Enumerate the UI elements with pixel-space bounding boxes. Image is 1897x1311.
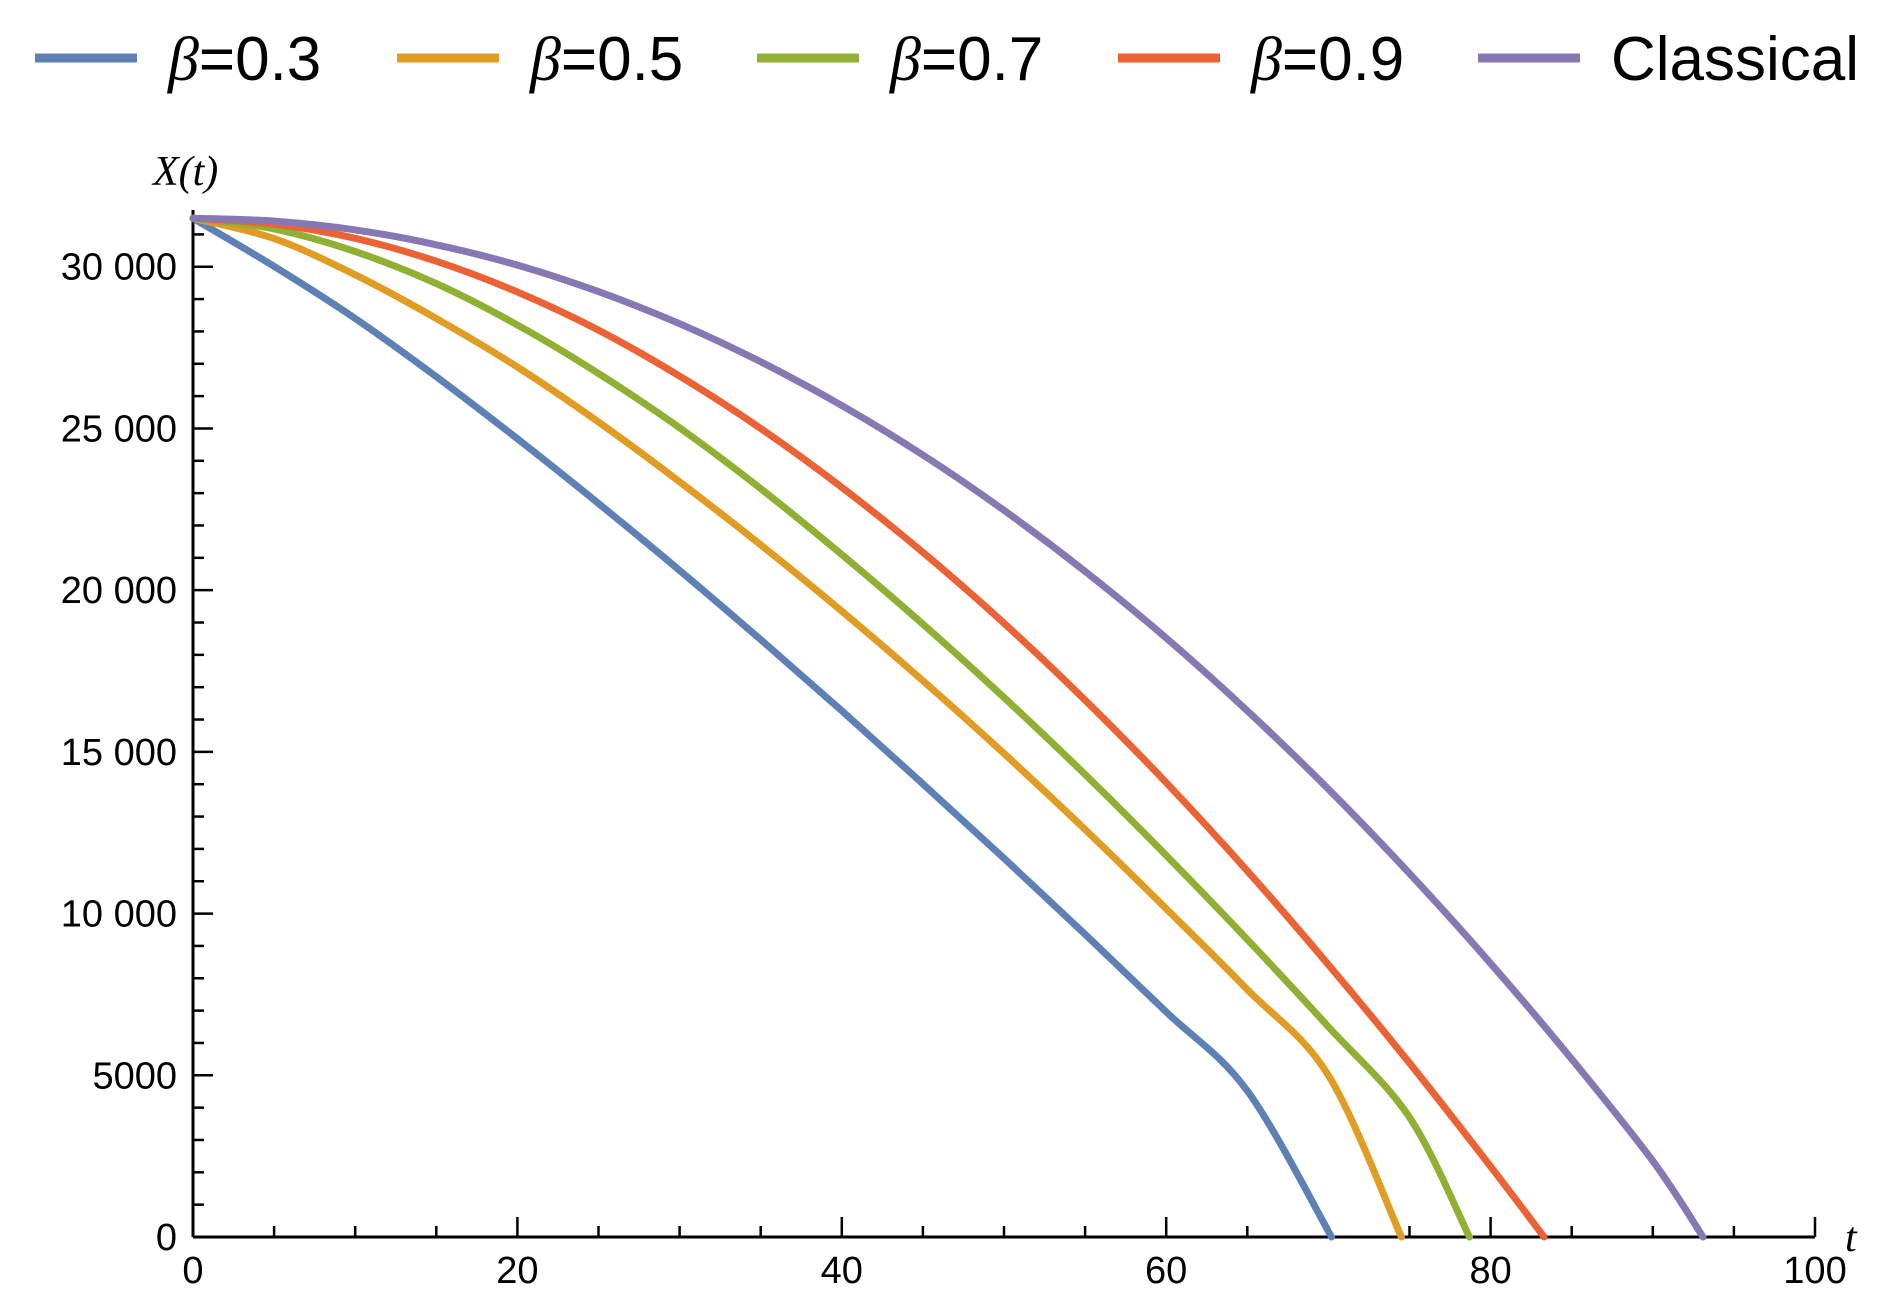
legend-label-2: β=0.7: [889, 25, 1043, 94]
legend-label-3: β=0.9: [1250, 25, 1404, 94]
x-axis-label: t: [1845, 1215, 1858, 1261]
series-line-3: [189, 214, 1548, 1241]
y-ticks: 0 5000 10 000 15 000 20 000 25 000 30 000: [61, 233, 213, 1259]
axes: 0 20 40 60 80 100 0 5000 10 000 15 000 20 000 25 0…: [61, 149, 1858, 1292]
series-line-2: [189, 214, 1473, 1241]
y-tick-label: 20 000: [61, 570, 177, 612]
y-tick-label: 0: [156, 1217, 177, 1259]
legend-label-4: Classical: [1611, 25, 1859, 94]
y-axis-label: X(t): [151, 149, 218, 195]
series-group: [189, 214, 1707, 1241]
x-tick-label: 80: [1469, 1250, 1511, 1292]
y-tick-label: 25 000: [61, 408, 177, 450]
series-line-0: [189, 214, 1336, 1241]
y-tick-label: 15 000: [61, 732, 177, 774]
series-line-1: [189, 214, 1405, 1241]
legend: β=0.3 β=0.5 β=0.7 β=0.9 Classical: [35, 25, 1859, 94]
x-tick-label: 20: [496, 1250, 538, 1292]
legend-label-0: β=0.3: [167, 25, 321, 94]
y-tick-label: 30 000: [61, 247, 177, 289]
series-line-4: [189, 214, 1707, 1241]
x-ticks: 0 20 40 60 80 100: [182, 1217, 1847, 1292]
x-tick-label: 0: [182, 1250, 203, 1292]
x-tick-label: 60: [1145, 1250, 1187, 1292]
x-tick-label: 100: [1783, 1250, 1846, 1292]
x-tick-label: 40: [821, 1250, 863, 1292]
legend-label-1: β=0.5: [529, 25, 683, 94]
y-tick-label: 10 000: [61, 894, 177, 936]
y-tick-label: 5000: [92, 1055, 177, 1097]
